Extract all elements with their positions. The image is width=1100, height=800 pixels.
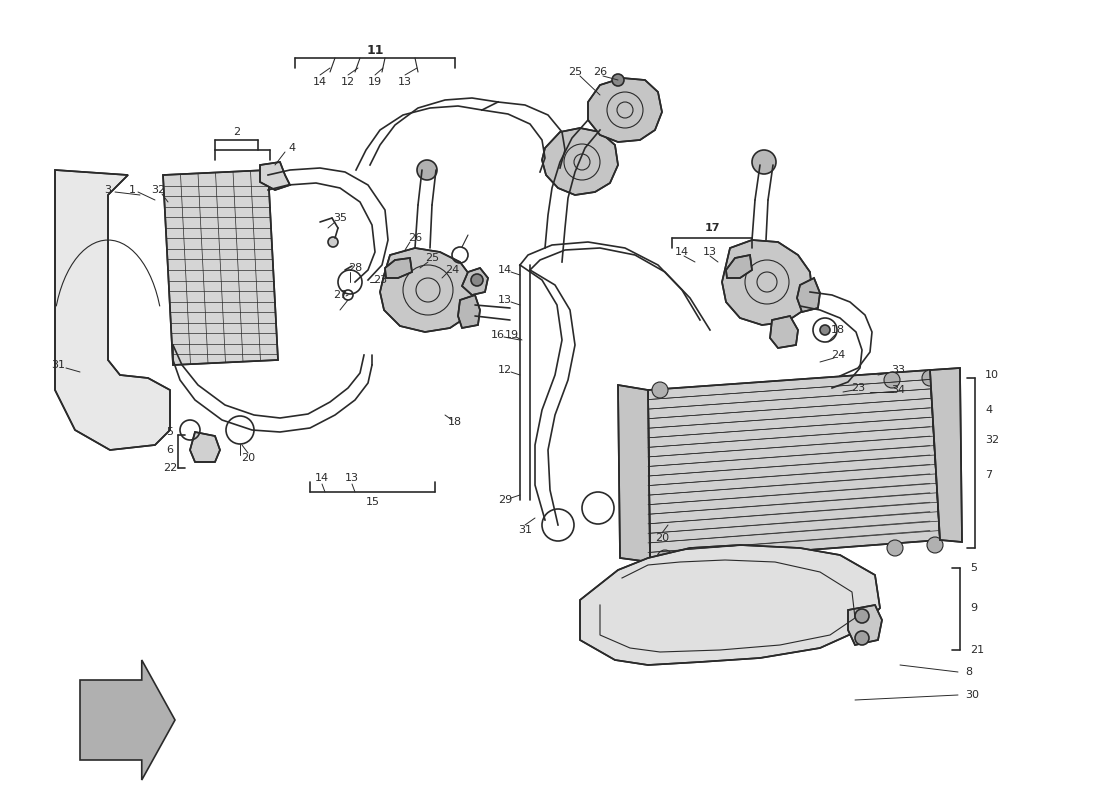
Circle shape [855,631,869,645]
Polygon shape [190,432,220,462]
Text: 13: 13 [345,473,359,483]
Polygon shape [80,660,175,780]
Text: 24: 24 [444,265,459,275]
Text: 23: 23 [851,383,865,393]
Text: 2: 2 [233,127,241,137]
Text: 4: 4 [288,143,296,153]
Text: 35: 35 [333,213,346,223]
Circle shape [884,372,900,388]
Text: 18: 18 [448,417,462,427]
Text: 32: 32 [151,185,165,195]
Text: 5: 5 [166,427,174,437]
Circle shape [855,609,869,623]
Text: 16: 16 [491,330,505,340]
Text: 14: 14 [498,265,513,275]
Circle shape [471,274,483,286]
Polygon shape [379,248,475,332]
Circle shape [657,550,673,566]
Text: 15: 15 [366,497,379,507]
Text: 5: 5 [970,563,977,573]
Text: 31: 31 [51,360,65,370]
Circle shape [887,540,903,556]
Text: 25: 25 [568,67,582,77]
Text: 13: 13 [498,295,512,305]
Polygon shape [55,170,170,450]
Text: 10: 10 [984,370,999,380]
Text: 12: 12 [498,365,513,375]
Polygon shape [618,385,650,562]
Text: 21: 21 [970,645,985,655]
Polygon shape [798,278,820,312]
Polygon shape [648,370,940,562]
Text: 25: 25 [425,253,439,263]
Text: 14: 14 [675,247,689,257]
Polygon shape [163,170,278,365]
Text: 17: 17 [704,223,719,233]
Text: 14: 14 [312,77,327,87]
Circle shape [652,382,668,398]
Polygon shape [580,545,880,665]
Polygon shape [588,78,662,142]
Text: 19: 19 [367,77,382,87]
Text: 33: 33 [891,365,905,375]
Text: 22: 22 [163,463,177,473]
Circle shape [612,74,624,86]
Text: 28: 28 [348,263,362,273]
Text: 23: 23 [373,275,387,285]
Text: 1: 1 [129,185,135,195]
Text: 26: 26 [593,67,607,77]
Text: 19: 19 [505,330,519,340]
Text: 13: 13 [703,247,717,257]
Circle shape [927,537,943,553]
Polygon shape [930,368,962,542]
Polygon shape [835,375,868,402]
Polygon shape [260,162,290,190]
Circle shape [752,150,776,174]
Text: 31: 31 [518,525,532,535]
Text: 9: 9 [970,603,977,613]
Text: 14: 14 [315,473,329,483]
Text: 3: 3 [104,185,111,195]
Polygon shape [542,128,618,195]
Text: 18: 18 [830,325,845,335]
Circle shape [417,160,437,180]
Polygon shape [722,240,812,325]
Text: 6: 6 [166,445,174,455]
Text: 30: 30 [965,690,979,700]
Circle shape [328,237,338,247]
Text: 27: 27 [333,290,348,300]
Polygon shape [462,268,488,295]
Text: 20: 20 [241,453,255,463]
Text: 34: 34 [891,385,905,395]
Polygon shape [848,605,882,645]
Text: 24: 24 [830,350,845,360]
Polygon shape [726,255,752,278]
Circle shape [820,325,830,335]
Polygon shape [770,316,798,348]
Text: 11: 11 [366,43,384,57]
Text: 4: 4 [984,405,992,415]
Text: 13: 13 [398,77,412,87]
Text: 7: 7 [984,470,992,480]
Text: 12: 12 [341,77,355,87]
Circle shape [922,370,938,386]
Text: 29: 29 [498,495,513,505]
Text: 20: 20 [654,533,669,543]
Text: 8: 8 [965,667,972,677]
Text: 32: 32 [984,435,999,445]
Text: 26: 26 [408,233,422,243]
Polygon shape [458,295,480,328]
Polygon shape [385,258,412,278]
